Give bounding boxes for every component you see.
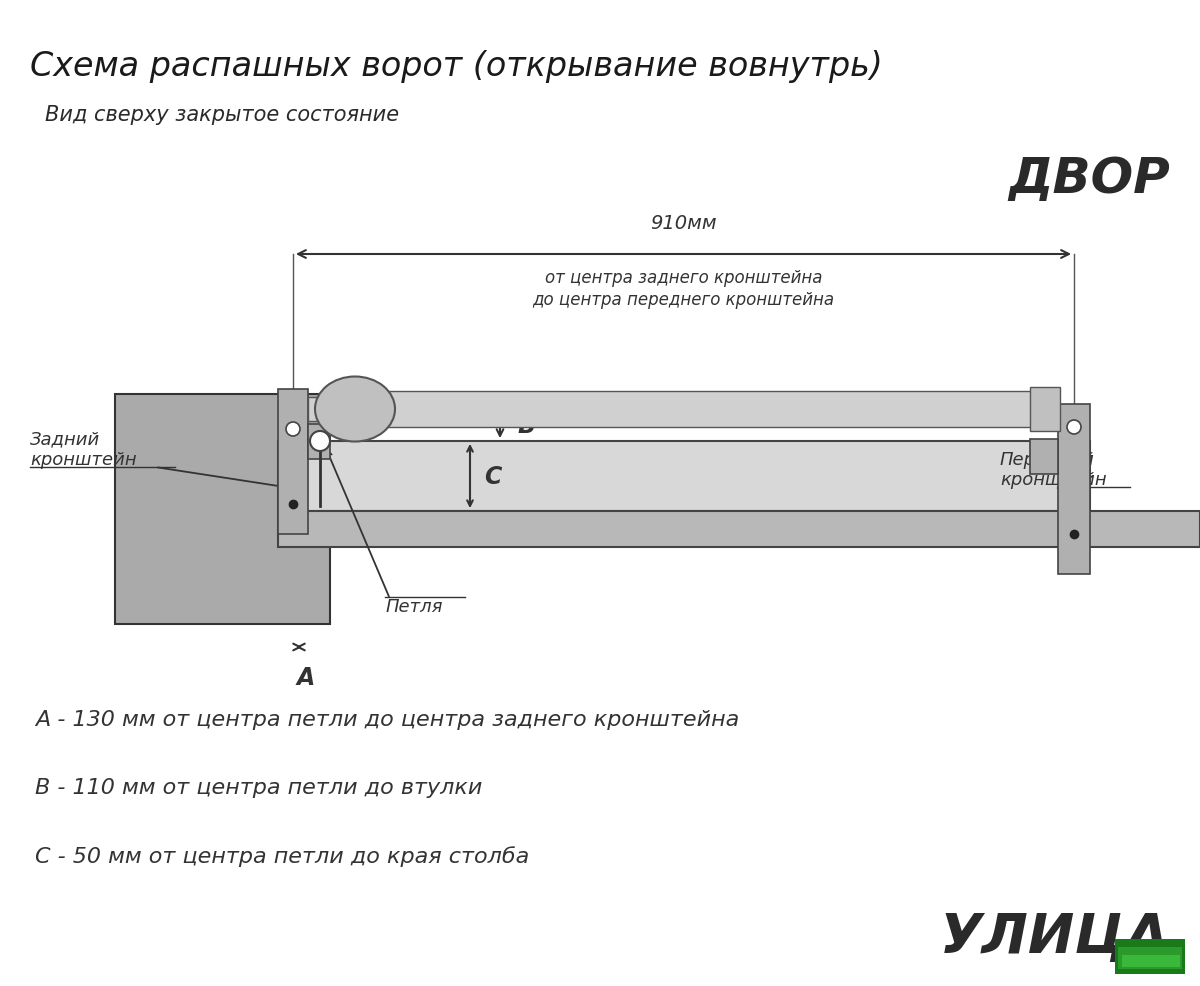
- Text: УЛИЦА: УЛИЦА: [940, 910, 1170, 964]
- Text: Петля: Петля: [385, 598, 443, 615]
- Text: 910мм: 910мм: [650, 214, 716, 233]
- Text: от центра заднего кронштейна: от центра заднего кронштейна: [545, 269, 822, 287]
- Text: А: А: [296, 666, 316, 689]
- Bar: [1030, 387, 1060, 432]
- Bar: [1030, 440, 1058, 474]
- Text: С - 50 мм от центра петли до края столба: С - 50 мм от центра петли до края столба: [35, 845, 529, 866]
- Text: С: С: [484, 464, 502, 488]
- Ellipse shape: [314, 377, 395, 442]
- Bar: [278, 389, 308, 534]
- Text: В - 110 мм от центра петли до втулки: В - 110 мм от центра петли до втулки: [35, 777, 482, 798]
- Text: ДВОР: ДВОР: [1008, 155, 1170, 203]
- Text: А - 130 мм от центра петли до центра заднего кронштейна: А - 130 мм от центра петли до центра зад…: [35, 709, 739, 730]
- Text: до центра переднего кронштейна: до центра переднего кронштейна: [533, 291, 834, 309]
- Bar: [1118, 947, 1182, 969]
- Text: Схема распашных ворот (открывание вовнутрь): Схема распашных ворот (открывание вовнут…: [30, 50, 883, 83]
- Bar: [380, 391, 1040, 428]
- Bar: [278, 442, 1090, 512]
- Text: Вид сверху закрытое состояние: Вид сверху закрытое состояние: [46, 105, 400, 125]
- Text: Задний
кронштейн: Задний кронштейн: [30, 430, 137, 469]
- Text: Передний
кронштейн: Передний кронштейн: [1000, 451, 1106, 489]
- Bar: [1058, 404, 1090, 575]
- Bar: [278, 512, 1200, 547]
- Bar: [1122, 955, 1180, 967]
- Bar: [115, 394, 330, 624]
- Bar: [1115, 939, 1186, 974]
- Circle shape: [310, 432, 330, 452]
- Circle shape: [286, 423, 300, 437]
- Bar: [308, 425, 330, 459]
- Circle shape: [1067, 421, 1081, 435]
- Text: В: В: [518, 413, 536, 438]
- Bar: [308, 397, 325, 422]
